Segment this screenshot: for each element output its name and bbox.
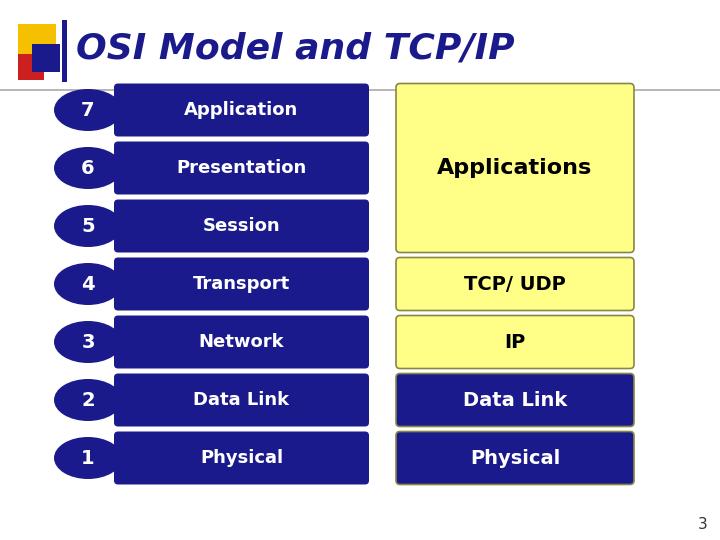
- FancyBboxPatch shape: [114, 315, 369, 368]
- FancyBboxPatch shape: [114, 84, 369, 137]
- FancyBboxPatch shape: [114, 141, 369, 194]
- Text: Data Link: Data Link: [463, 390, 567, 409]
- Bar: [18, 24, 56, 62]
- Text: 3: 3: [81, 333, 95, 352]
- Text: Presentation: Presentation: [176, 159, 307, 177]
- Text: Applications: Applications: [437, 158, 593, 178]
- Text: Transport: Transport: [193, 275, 290, 293]
- Bar: [32, 44, 60, 72]
- FancyBboxPatch shape: [396, 258, 634, 310]
- Ellipse shape: [54, 379, 122, 421]
- Text: OSI Model and TCP/IP: OSI Model and TCP/IP: [76, 31, 515, 65]
- FancyBboxPatch shape: [396, 84, 634, 253]
- Text: Data Link: Data Link: [194, 391, 289, 409]
- FancyBboxPatch shape: [396, 315, 634, 368]
- Text: 4: 4: [81, 274, 95, 294]
- Text: Network: Network: [199, 333, 284, 351]
- Text: Physical: Physical: [200, 449, 283, 467]
- Ellipse shape: [54, 205, 122, 247]
- Ellipse shape: [54, 321, 122, 363]
- FancyBboxPatch shape: [114, 431, 369, 484]
- Bar: [18, 54, 44, 80]
- Text: Physical: Physical: [470, 449, 560, 468]
- FancyBboxPatch shape: [396, 431, 634, 484]
- Text: TCP/ UDP: TCP/ UDP: [464, 274, 566, 294]
- Ellipse shape: [54, 263, 122, 305]
- Text: 6: 6: [81, 159, 95, 178]
- Text: 2: 2: [81, 390, 95, 409]
- FancyBboxPatch shape: [396, 374, 634, 427]
- Text: Session: Session: [203, 217, 280, 235]
- Bar: [62, 20, 67, 82]
- FancyBboxPatch shape: [114, 199, 369, 253]
- Text: 5: 5: [81, 217, 95, 235]
- Ellipse shape: [54, 147, 122, 189]
- Text: 7: 7: [81, 100, 95, 119]
- Ellipse shape: [54, 89, 122, 131]
- Text: Application: Application: [184, 101, 299, 119]
- Text: 3: 3: [698, 517, 708, 532]
- Ellipse shape: [54, 437, 122, 479]
- FancyBboxPatch shape: [114, 258, 369, 310]
- Text: IP: IP: [505, 333, 526, 352]
- FancyBboxPatch shape: [114, 374, 369, 427]
- Text: 1: 1: [81, 449, 95, 468]
